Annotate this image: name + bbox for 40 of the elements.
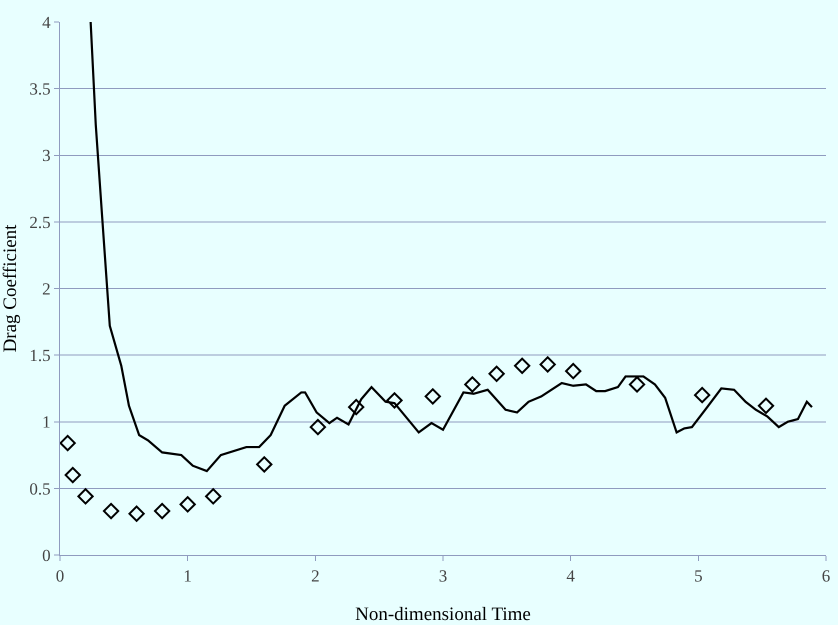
point [628, 376, 646, 393]
point [154, 502, 170, 520]
y-axis-title: Drag Coefficient [0, 224, 21, 352]
x-tick-label: 2 [311, 566, 320, 586]
x-tick-label: 1 [183, 566, 192, 586]
x-tick-label: 0 [56, 566, 64, 586]
point [464, 376, 481, 393]
point [102, 502, 120, 520]
point [514, 358, 530, 374]
y-tick-label: 0.5 [29, 479, 51, 498]
point [424, 388, 441, 405]
x-tick-label: 5 [694, 566, 703, 586]
point [64, 466, 81, 484]
y-tick-label: 1.5 [29, 346, 51, 366]
point [128, 506, 145, 522]
y-tick-label: 2.5 [29, 212, 51, 232]
y-tick-label: 3.5 [29, 80, 51, 99]
point [488, 366, 505, 382]
y-tick-label: 2 [42, 279, 51, 298]
x-tick-label: 6 [822, 566, 830, 586]
point [348, 398, 364, 416]
point [205, 488, 222, 505]
point [758, 398, 774, 414]
y-tick-label: 4 [42, 12, 52, 32]
line-series [90, 22, 814, 472]
point [565, 362, 582, 380]
point [180, 496, 196, 513]
point [694, 386, 710, 404]
point [77, 488, 94, 505]
point [310, 418, 326, 436]
point [540, 356, 556, 373]
x-axis-title: Non-dimensional Time [355, 604, 531, 625]
x-tick-label: 3 [438, 566, 448, 586]
y-tick-label: 3 [42, 146, 51, 166]
y-tick-label: 0 [42, 546, 51, 565]
point [60, 434, 76, 452]
x-tick-label: 4 [566, 566, 576, 586]
point [386, 392, 403, 409]
point [256, 456, 272, 473]
y-tick-label: 1 [42, 412, 51, 432]
